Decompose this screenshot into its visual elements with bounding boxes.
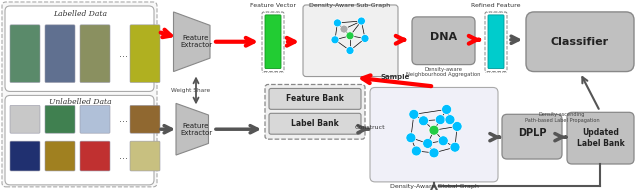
FancyBboxPatch shape [265, 15, 281, 69]
Text: ...: ... [118, 151, 127, 161]
Circle shape [452, 121, 462, 131]
Text: Label Bank: Label Bank [291, 119, 339, 128]
Circle shape [422, 139, 433, 148]
Text: DPLP: DPLP [518, 128, 547, 138]
Text: Refined Feature: Refined Feature [471, 3, 521, 8]
Text: Density-Aware Sub-Graph: Density-Aware Sub-Graph [309, 3, 390, 8]
Circle shape [429, 125, 439, 135]
FancyBboxPatch shape [2, 2, 157, 187]
Text: ...: ... [118, 49, 127, 59]
Text: Density-aware
Neighbourhood Aggregation: Density-aware Neighbourhood Aggregation [406, 66, 481, 77]
Text: Feature
Extractor: Feature Extractor [180, 123, 212, 136]
FancyBboxPatch shape [567, 112, 634, 164]
FancyBboxPatch shape [130, 141, 160, 171]
FancyBboxPatch shape [130, 25, 160, 82]
FancyBboxPatch shape [5, 95, 154, 185]
FancyBboxPatch shape [80, 105, 110, 133]
FancyBboxPatch shape [269, 89, 361, 109]
Text: Classifier: Classifier [551, 37, 609, 47]
Text: Labelled Data: Labelled Data [53, 10, 107, 18]
Circle shape [409, 109, 419, 119]
FancyBboxPatch shape [130, 105, 160, 133]
FancyBboxPatch shape [262, 12, 284, 72]
Text: Density-ascending
Path-based Label Propagation: Density-ascending Path-based Label Propa… [525, 112, 599, 123]
FancyBboxPatch shape [488, 15, 504, 69]
Text: Feature Bank: Feature Bank [286, 94, 344, 103]
FancyBboxPatch shape [485, 12, 507, 72]
Text: Unlabelled Data: Unlabelled Data [49, 98, 111, 106]
Text: Construct: Construct [355, 125, 385, 130]
Text: Sample: Sample [380, 74, 410, 80]
FancyBboxPatch shape [10, 141, 40, 171]
Circle shape [361, 35, 369, 42]
Text: Density-Aware Global Graph: Density-Aware Global Graph [390, 184, 479, 189]
Polygon shape [173, 12, 210, 72]
Text: Updated
Label Bank: Updated Label Bank [577, 128, 625, 148]
Text: DNA: DNA [430, 32, 457, 42]
FancyBboxPatch shape [80, 141, 110, 171]
FancyBboxPatch shape [45, 141, 75, 171]
Circle shape [442, 105, 452, 114]
Text: Feature Vector: Feature Vector [250, 3, 296, 8]
FancyBboxPatch shape [5, 6, 154, 91]
Circle shape [435, 115, 445, 125]
Circle shape [340, 25, 348, 33]
Circle shape [429, 148, 439, 158]
FancyBboxPatch shape [412, 17, 475, 65]
Polygon shape [176, 103, 209, 155]
FancyBboxPatch shape [80, 25, 110, 82]
Circle shape [438, 136, 448, 146]
FancyBboxPatch shape [45, 105, 75, 133]
FancyBboxPatch shape [10, 105, 40, 133]
FancyBboxPatch shape [502, 114, 562, 159]
FancyBboxPatch shape [265, 85, 365, 139]
Circle shape [412, 146, 421, 156]
Circle shape [419, 116, 429, 126]
Circle shape [445, 115, 455, 125]
Text: ...: ... [118, 114, 127, 124]
FancyBboxPatch shape [10, 25, 40, 82]
Circle shape [331, 36, 339, 44]
FancyBboxPatch shape [45, 25, 75, 82]
Circle shape [346, 32, 354, 40]
Circle shape [346, 47, 354, 55]
Circle shape [333, 19, 341, 27]
Circle shape [450, 142, 460, 152]
FancyBboxPatch shape [269, 113, 361, 134]
Circle shape [357, 17, 365, 25]
FancyBboxPatch shape [370, 87, 498, 182]
FancyBboxPatch shape [526, 12, 634, 72]
FancyBboxPatch shape [303, 5, 398, 77]
Circle shape [406, 133, 416, 143]
Text: Feature
Extractor: Feature Extractor [180, 35, 212, 48]
Text: Weight Share: Weight Share [172, 88, 211, 93]
